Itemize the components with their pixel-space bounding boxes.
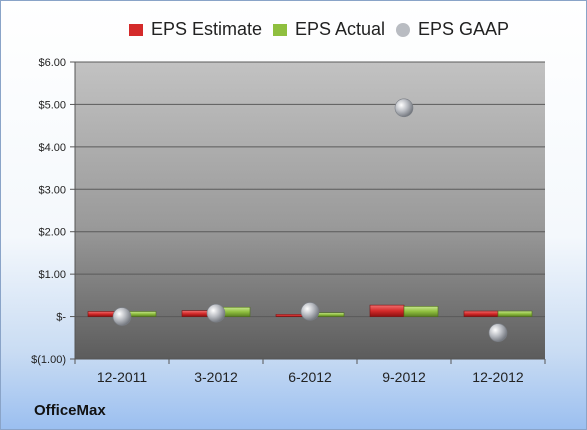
legend-swatch-actual	[273, 23, 287, 36]
legend-label-gaap: EPS GAAP	[418, 19, 510, 39]
point-eps-gaap	[112, 307, 132, 326]
bar-eps-estimate	[463, 310, 499, 317]
x-tick-label: 3-2012	[194, 369, 238, 385]
legend-item-actual: EPS Actual	[273, 19, 385, 40]
point-eps-gaap	[488, 323, 508, 342]
company-name: OfficeMax	[34, 402, 106, 419]
y-tick-label: $1.00	[38, 269, 66, 281]
bar-eps-actual	[403, 306, 439, 317]
y-tick-label: $6.00	[38, 57, 66, 69]
point-eps-gaap	[206, 303, 226, 323]
point-eps-gaap	[394, 98, 414, 118]
x-tick-label: 12-2012	[472, 369, 524, 385]
legend-label-estimate: EPS Estimate	[151, 19, 263, 39]
y-tick-label: $(1.00)	[31, 354, 66, 366]
legend-item-estimate: EPS Estimate	[129, 19, 262, 40]
legend-label-actual: EPS Actual	[295, 19, 386, 39]
x-tick-label: 12-2011	[97, 369, 148, 385]
x-tick-label: 6-2012	[288, 369, 332, 385]
legend-swatch-gaap	[396, 22, 410, 37]
y-tick-label: $4.00	[38, 142, 66, 154]
y-tick-label: $2.00	[38, 227, 66, 239]
y-tick-label: $5.00	[38, 99, 66, 111]
legend: EPS Estimate EPS Actual EPS GAAP	[1, 11, 586, 47]
bar-eps-estimate	[369, 304, 405, 317]
legend-item-gaap: EPS GAAP	[396, 19, 509, 40]
y-tick-label: $3.00	[38, 184, 66, 196]
bar-eps-actual	[497, 310, 533, 317]
point-eps-gaap	[300, 302, 320, 321]
x-tick-label: 9-2012	[382, 369, 426, 385]
y-tick-label: $-	[56, 312, 66, 324]
legend-swatch-estimate	[129, 23, 143, 36]
